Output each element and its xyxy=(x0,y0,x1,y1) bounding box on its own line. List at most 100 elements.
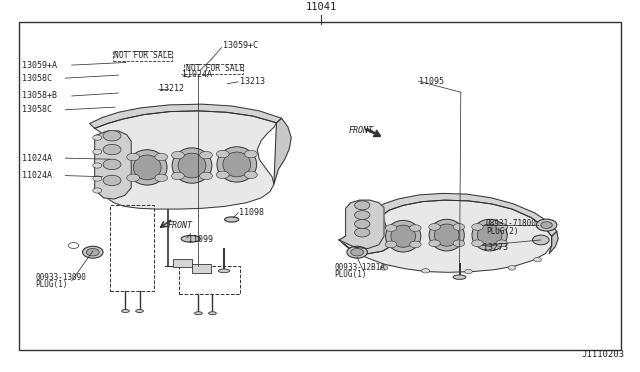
Text: 13273: 13273 xyxy=(483,243,508,252)
Circle shape xyxy=(453,240,465,247)
Text: 00933-12B1A: 00933-12B1A xyxy=(334,263,385,272)
Text: 11024A: 11024A xyxy=(182,70,212,79)
Text: PLUG(2): PLUG(2) xyxy=(486,227,519,236)
Text: 13058+B: 13058+B xyxy=(22,92,58,100)
Text: 11024A: 11024A xyxy=(22,154,52,163)
Text: 13059+C: 13059+C xyxy=(223,41,258,50)
Bar xyxy=(179,266,240,294)
Text: 13213: 13213 xyxy=(240,77,265,86)
Ellipse shape xyxy=(172,148,212,183)
Ellipse shape xyxy=(435,224,459,246)
Circle shape xyxy=(347,246,367,258)
Circle shape xyxy=(244,150,257,158)
Polygon shape xyxy=(549,231,558,254)
Polygon shape xyxy=(95,111,276,209)
Circle shape xyxy=(103,159,121,170)
Ellipse shape xyxy=(122,310,129,312)
Circle shape xyxy=(200,151,212,159)
Text: 08931-71800: 08931-71800 xyxy=(485,219,536,228)
Circle shape xyxy=(155,153,168,161)
Circle shape xyxy=(68,243,79,248)
Ellipse shape xyxy=(218,269,230,273)
Circle shape xyxy=(508,266,516,270)
Text: NOT FOR SALE: NOT FOR SALE xyxy=(186,64,244,73)
Circle shape xyxy=(127,153,140,161)
Text: 00933-13090: 00933-13090 xyxy=(35,273,86,282)
Text: 13058C: 13058C xyxy=(22,74,52,83)
Circle shape xyxy=(429,240,440,247)
Ellipse shape xyxy=(178,153,206,178)
Ellipse shape xyxy=(209,312,216,315)
Text: 11098: 11098 xyxy=(239,208,264,217)
Circle shape xyxy=(355,219,370,228)
Circle shape xyxy=(453,224,465,230)
Text: 11041: 11041 xyxy=(306,2,337,12)
Circle shape xyxy=(422,269,429,273)
Text: 11024A: 11024A xyxy=(22,171,52,180)
FancyBboxPatch shape xyxy=(192,264,211,273)
Polygon shape xyxy=(339,200,384,248)
Circle shape xyxy=(385,225,397,231)
Ellipse shape xyxy=(225,217,239,222)
Ellipse shape xyxy=(472,219,508,251)
Circle shape xyxy=(496,224,508,230)
Circle shape xyxy=(532,235,549,245)
Circle shape xyxy=(93,163,102,168)
Circle shape xyxy=(216,150,229,158)
Text: FRONT: FRONT xyxy=(168,221,193,230)
Circle shape xyxy=(429,224,440,230)
Circle shape xyxy=(83,246,103,258)
Circle shape xyxy=(103,175,121,186)
Bar xyxy=(110,205,154,291)
Ellipse shape xyxy=(453,275,466,279)
Ellipse shape xyxy=(477,224,502,246)
FancyBboxPatch shape xyxy=(173,259,192,267)
Circle shape xyxy=(496,240,508,247)
Circle shape xyxy=(172,151,184,159)
Circle shape xyxy=(380,266,388,270)
Circle shape xyxy=(86,248,99,256)
Text: J1110203: J1110203 xyxy=(581,350,624,359)
Circle shape xyxy=(93,135,102,140)
Ellipse shape xyxy=(195,312,202,315)
Text: 13058C: 13058C xyxy=(22,105,52,114)
Circle shape xyxy=(355,201,370,210)
Circle shape xyxy=(541,222,552,228)
Text: 13059+A: 13059+A xyxy=(22,61,58,70)
Circle shape xyxy=(200,172,212,180)
Circle shape xyxy=(127,174,140,182)
Polygon shape xyxy=(274,118,291,184)
Circle shape xyxy=(472,240,483,247)
Circle shape xyxy=(472,224,483,230)
Circle shape xyxy=(93,149,102,154)
Ellipse shape xyxy=(223,152,251,177)
Circle shape xyxy=(410,225,421,231)
Ellipse shape xyxy=(217,147,257,182)
Text: 11095: 11095 xyxy=(419,77,444,86)
Text: NOT FOR SALE: NOT FOR SALE xyxy=(114,51,172,60)
Circle shape xyxy=(465,269,472,274)
Text: FRONT: FRONT xyxy=(349,126,374,135)
Circle shape xyxy=(534,257,541,262)
Circle shape xyxy=(385,241,397,248)
Ellipse shape xyxy=(385,220,421,252)
Circle shape xyxy=(351,248,364,256)
Ellipse shape xyxy=(133,155,161,180)
Circle shape xyxy=(172,172,184,180)
Circle shape xyxy=(216,171,229,179)
Circle shape xyxy=(103,131,121,141)
Bar xyxy=(113,51,172,61)
Polygon shape xyxy=(339,193,557,254)
Circle shape xyxy=(155,174,168,182)
Polygon shape xyxy=(339,200,552,272)
Circle shape xyxy=(355,211,370,219)
Ellipse shape xyxy=(136,310,143,312)
Bar xyxy=(184,64,243,74)
Circle shape xyxy=(244,171,257,179)
Circle shape xyxy=(93,176,102,181)
Ellipse shape xyxy=(181,235,200,242)
Circle shape xyxy=(93,188,102,193)
Circle shape xyxy=(103,144,121,155)
Circle shape xyxy=(410,241,421,248)
Circle shape xyxy=(536,219,557,231)
